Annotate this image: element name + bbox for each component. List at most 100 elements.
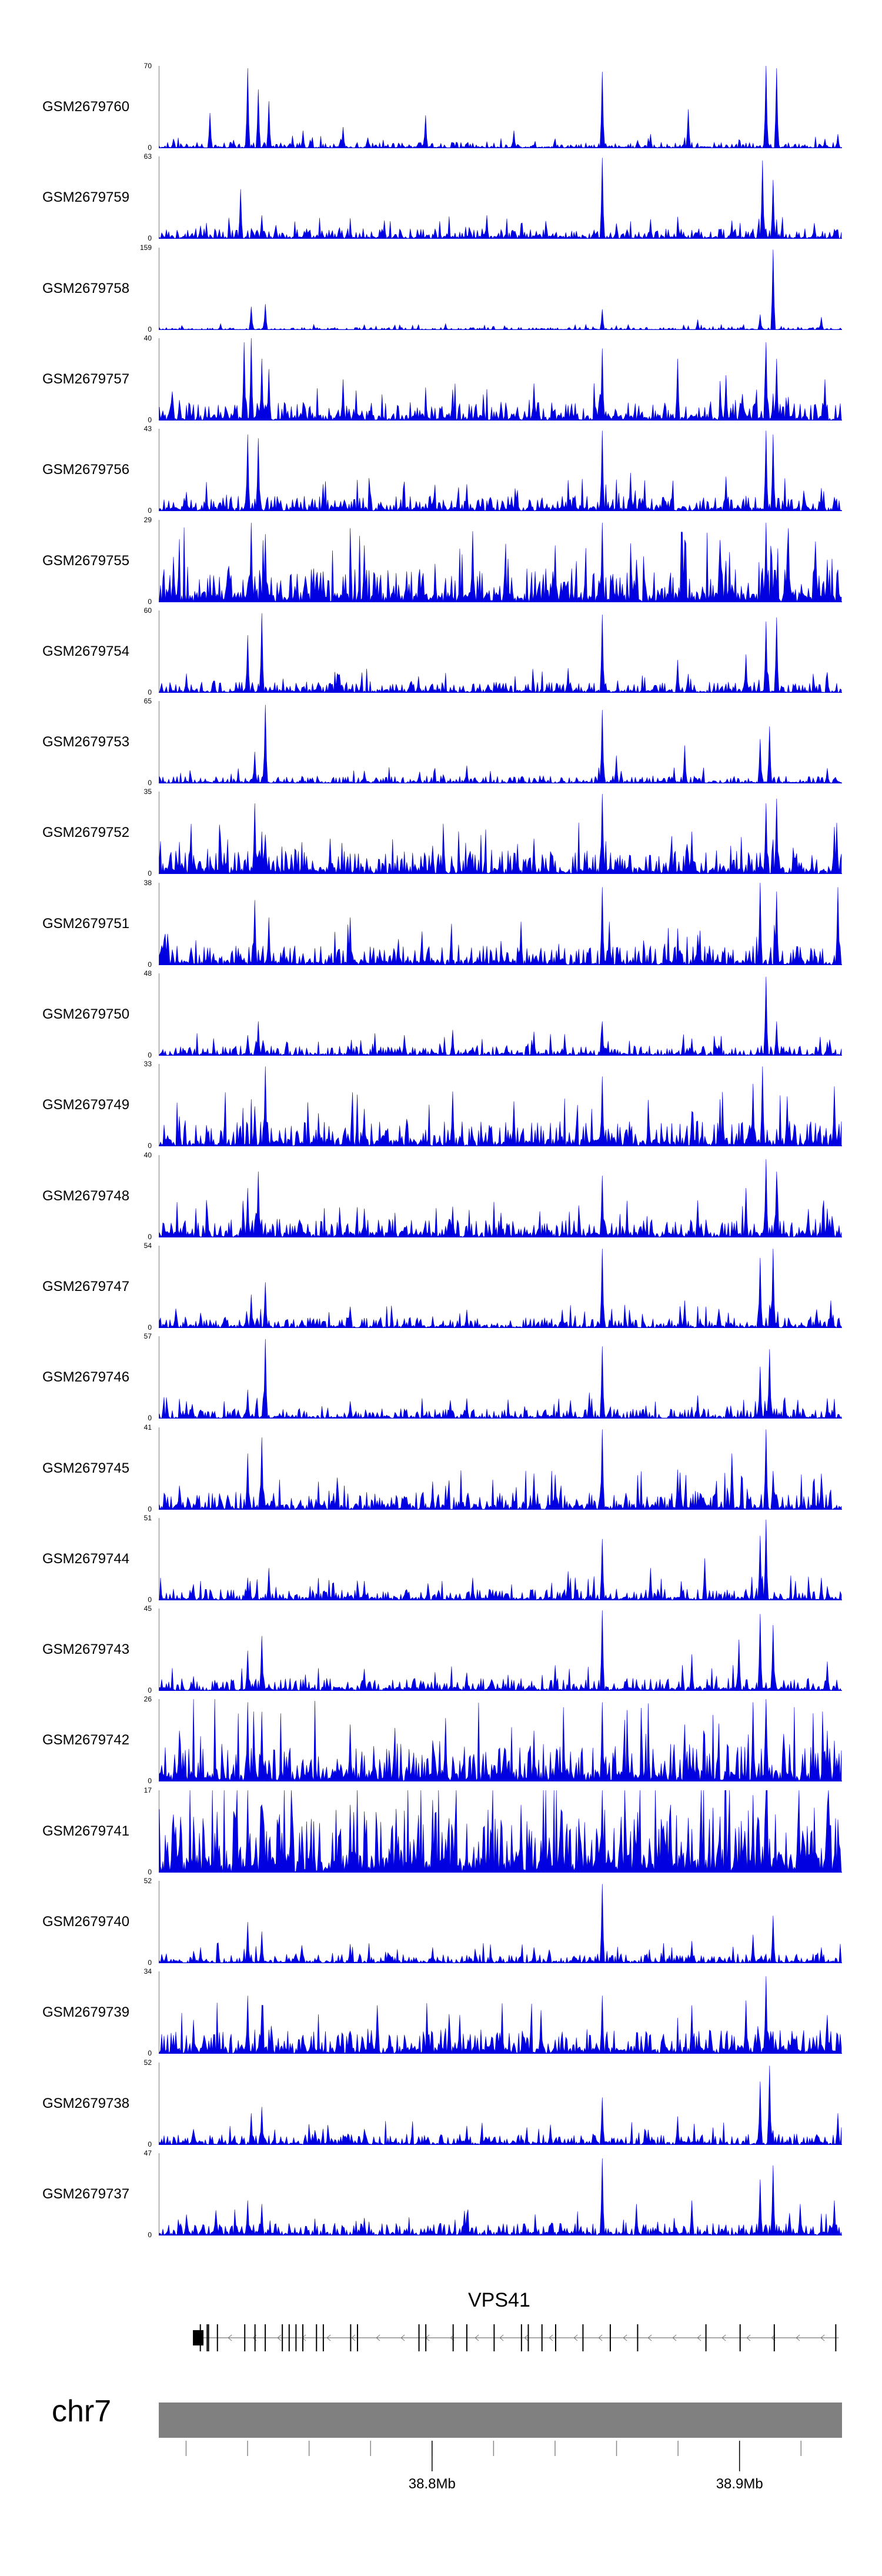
- y-max-label: 33: [143, 1060, 152, 1069]
- y-max-label: 70: [143, 62, 152, 70]
- y-min-label: 0: [148, 415, 152, 424]
- signal-plot: [159, 1609, 842, 1691]
- y-min-label: 0: [148, 144, 152, 152]
- chromosome-label: chr7: [52, 2394, 112, 2428]
- exon: [322, 2324, 324, 2351]
- track-label: GSM2679739: [42, 2004, 130, 2021]
- track-label: GSM2679757: [42, 371, 130, 387]
- signal-plot: [159, 1427, 842, 1510]
- signal-plot: [159, 1881, 842, 1963]
- exon: [835, 2324, 837, 2351]
- exon: [288, 2324, 290, 2351]
- strand-arrow: [475, 2334, 479, 2341]
- exon: [199, 2324, 201, 2351]
- strand-arrow: [746, 2334, 751, 2341]
- strand-arrow: [647, 2334, 652, 2341]
- strand-arrow: [549, 2334, 553, 2341]
- y-min-label: 0: [148, 1686, 152, 1695]
- signal-area: [159, 613, 842, 693]
- track-label: GSM2679749: [42, 1097, 130, 1113]
- y-max-label: 38: [143, 878, 152, 887]
- signal-plot: [159, 882, 842, 965]
- strand-arrow: [524, 2334, 529, 2341]
- track-label: GSM2679755: [42, 552, 130, 569]
- y-max-label: 63: [143, 152, 152, 161]
- exon: [316, 2324, 318, 2351]
- strand-arrow: [697, 2334, 701, 2341]
- y-max-label: 43: [143, 425, 152, 433]
- exon: [527, 2324, 529, 2351]
- signal-plot: [159, 1699, 842, 1782]
- signal-area: [159, 882, 842, 965]
- signal-area: [159, 1699, 842, 1782]
- y-min-label: 0: [148, 1777, 152, 1786]
- signal-area: [159, 1159, 842, 1237]
- track-label: GSM2679752: [42, 825, 130, 841]
- signal-plot: [159, 1336, 842, 1419]
- exon: [208, 2324, 209, 2351]
- y-min-label: 0: [148, 1504, 152, 1513]
- exon: [295, 2324, 297, 2351]
- signal-area: [159, 1249, 842, 1328]
- signal-plot: [159, 519, 842, 602]
- signal-area: [159, 1339, 842, 1419]
- y-max-label: 60: [143, 606, 152, 615]
- strand-arrow: [351, 2334, 356, 2341]
- exon: [452, 2324, 454, 2351]
- y-min-label: 0: [148, 1142, 152, 1150]
- track-label: GSM2679756: [42, 462, 130, 478]
- track-label: GSM2679743: [42, 1641, 130, 1658]
- exon: [773, 2324, 775, 2351]
- track-label: GSM2679744: [42, 1550, 130, 1567]
- y-max-label: 52: [143, 2058, 152, 2067]
- y-max-label: 17: [143, 1786, 152, 1794]
- signal-plot: [159, 156, 842, 239]
- gene-label: VPS41: [468, 2289, 530, 2311]
- strand-arrow: [796, 2334, 800, 2341]
- exon: [216, 2324, 218, 2351]
- y-max-label: 57: [143, 1332, 152, 1341]
- track-label: GSM2679741: [42, 1823, 130, 1839]
- track-label: GSM2679758: [42, 280, 130, 296]
- signal-area: [159, 2158, 842, 2235]
- y-min-label: 0: [148, 1867, 152, 1876]
- y-min-label: 0: [148, 688, 152, 696]
- y-min-label: 0: [148, 1958, 152, 1967]
- y-max-label: 51: [143, 1513, 152, 1522]
- strand-arrow: [573, 2334, 578, 2341]
- y-max-label: 159: [139, 243, 152, 252]
- track-label: GSM2679754: [42, 643, 130, 659]
- y-min-label: 0: [148, 2230, 152, 2239]
- signal-plot: [159, 2062, 842, 2145]
- signal-area: [159, 338, 842, 421]
- y-max-label: 48: [143, 969, 152, 977]
- exon: [520, 2324, 522, 2351]
- signal-area: [159, 522, 842, 602]
- track-label: GSM2679751: [42, 915, 130, 932]
- chromosome-ideogram: [159, 2403, 842, 2438]
- y-min-label: 0: [148, 2049, 152, 2058]
- signal-plot: [159, 1154, 842, 1237]
- y-min-label: 0: [148, 869, 152, 878]
- y-min-label: 0: [148, 234, 152, 243]
- y-min-label: 0: [148, 325, 152, 333]
- signal-plot: [159, 792, 842, 875]
- axis-tick-label: 38.9Mb: [716, 2476, 763, 2492]
- y-max-label: 29: [143, 515, 152, 524]
- y-max-label: 34: [143, 1967, 152, 1976]
- exon: [554, 2324, 556, 2351]
- exon: [609, 2324, 611, 2351]
- exon: [282, 2324, 283, 2351]
- y-min-label: 0: [148, 1323, 152, 1332]
- exon: [350, 2324, 352, 2351]
- track-label: GSM2679740: [42, 1914, 130, 1930]
- track-label: GSM2679742: [42, 1732, 130, 1749]
- exon: [493, 2324, 495, 2351]
- exon: [541, 2324, 543, 2351]
- strand-arrow: [721, 2334, 726, 2341]
- track-label: GSM2679737: [42, 2185, 130, 2202]
- y-max-label: 40: [143, 333, 152, 342]
- exon: [705, 2324, 707, 2351]
- gene-model: [193, 2324, 839, 2351]
- exon: [206, 2324, 208, 2351]
